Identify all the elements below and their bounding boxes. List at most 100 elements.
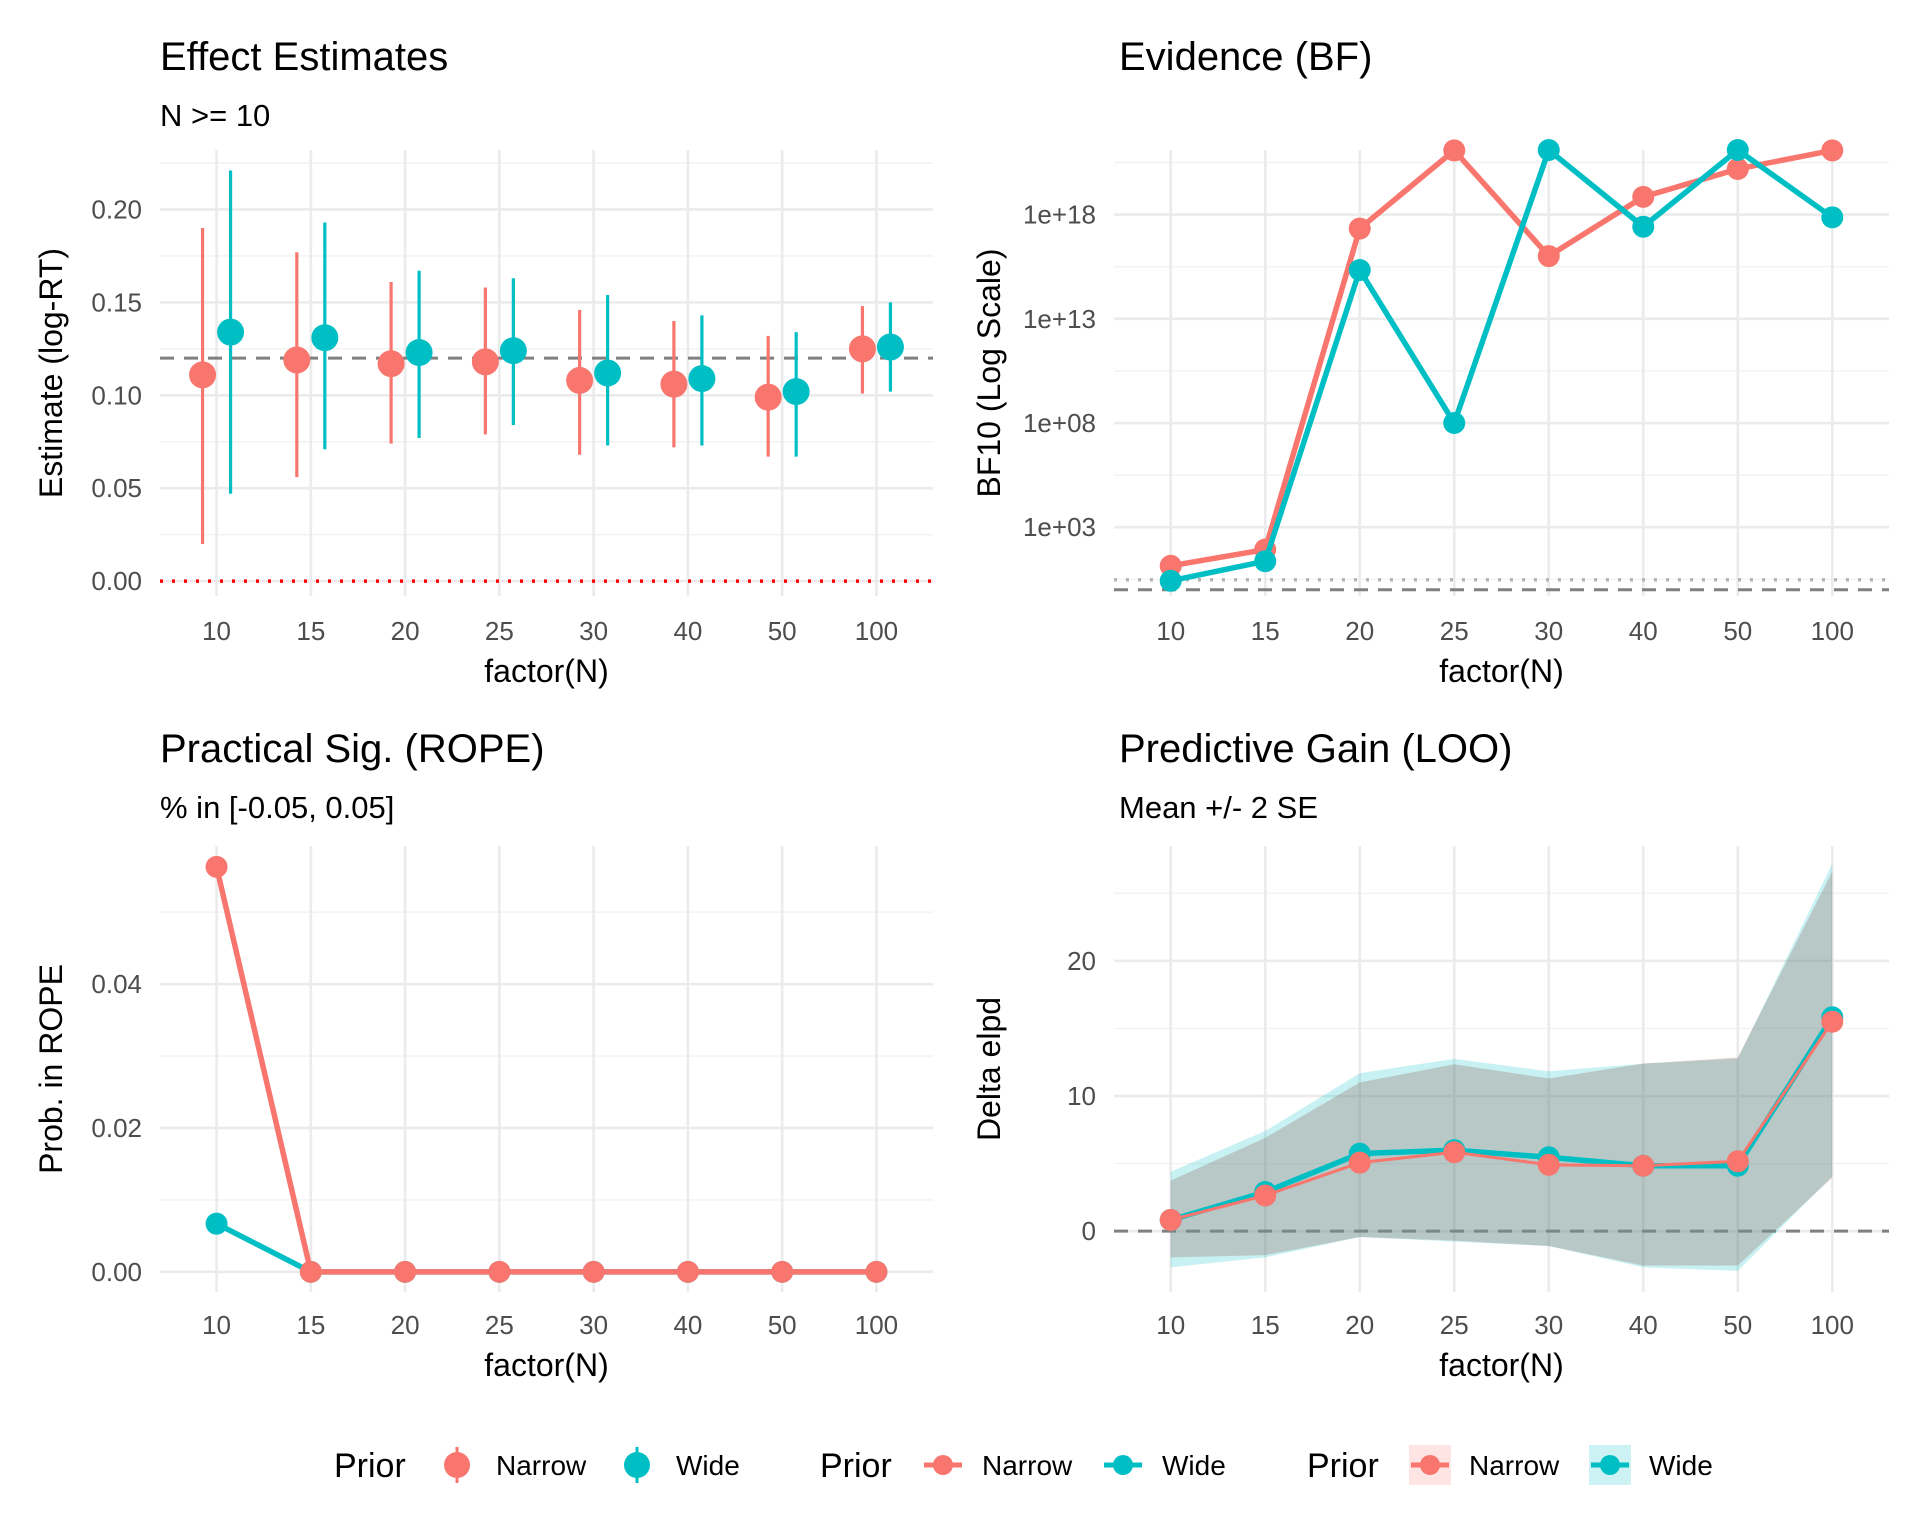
x-tick-label: 50 — [1723, 1310, 1752, 1340]
x-tick-label: 15 — [1251, 616, 1280, 646]
point — [1159, 569, 1182, 592]
series-line — [1169, 1015, 1835, 1223]
legend-label-wide: Wide — [1162, 1450, 1226, 1481]
point — [1726, 157, 1749, 180]
point — [1537, 139, 1560, 161]
legend-key-point — [444, 1452, 470, 1478]
point — [299, 1260, 322, 1283]
point — [1821, 1010, 1844, 1033]
x-tick-label: 40 — [1629, 616, 1658, 646]
legend-label-wide: Wide — [676, 1450, 740, 1481]
point — [1537, 1153, 1560, 1176]
point — [1821, 206, 1844, 229]
y-tick-label: 0 — [1082, 1216, 1096, 1246]
x-tick-label: 30 — [579, 616, 608, 646]
y-axis-title: BF10 (Log Scale) — [971, 248, 1007, 497]
grid — [160, 150, 933, 596]
legend-label-wide: Wide — [1649, 1450, 1713, 1481]
series-narrow — [1159, 1010, 1844, 1231]
series-line — [1170, 147, 1834, 584]
panel-effect: Effect Estimates N >= 10 0.00 0.05 0.10 0.15 0… — [33, 35, 933, 689]
point — [754, 383, 782, 411]
y-tick-label: 1e+03 — [1023, 512, 1096, 542]
point — [394, 1260, 417, 1283]
grid — [1114, 150, 1889, 596]
x-tick-label: 40 — [1629, 1310, 1658, 1340]
x-tick-label: 30 — [1534, 1310, 1563, 1340]
legend-key-narrow — [1409, 1445, 1451, 1485]
point — [582, 1260, 605, 1283]
point — [283, 346, 311, 374]
x-tick-label: 25 — [1440, 1310, 1469, 1340]
x-tick-label: 15 — [296, 616, 325, 646]
x-tick-label: 30 — [1534, 616, 1563, 646]
point — [1443, 139, 1466, 162]
series-line — [1170, 1020, 1834, 1222]
point — [865, 1260, 888, 1283]
x-tick-label: 20 — [391, 1310, 420, 1340]
point — [1632, 215, 1655, 238]
chart-title: Predictive Gain (LOO) — [1119, 727, 1512, 771]
x-tick-label: 15 — [1251, 1310, 1280, 1340]
x-tick-label: 25 — [1440, 616, 1469, 646]
x-axis-title: factor(N) — [484, 1347, 608, 1383]
x-tick-label: 40 — [673, 616, 702, 646]
point — [660, 370, 688, 398]
point — [1254, 550, 1277, 573]
x-tick-label: 30 — [579, 1310, 608, 1340]
y-axis-title: Prob. in ROPE — [33, 964, 69, 1174]
x-tick-label: 10 — [1156, 1310, 1185, 1340]
x-axis-title: factor(N) — [1439, 1347, 1563, 1383]
chart-title: Practical Sig. (ROPE) — [160, 727, 545, 771]
legend-key-wide — [1104, 1455, 1142, 1475]
legend-title: Prior — [334, 1447, 406, 1485]
point — [594, 359, 622, 387]
point — [405, 339, 433, 367]
x-tick-label: 10 — [1156, 616, 1185, 646]
y-tick-label: 0.05 — [91, 473, 142, 503]
x-tick-label: 100 — [1811, 1310, 1854, 1340]
x-axis-title: factor(N) — [1439, 653, 1563, 689]
point — [499, 337, 527, 365]
y-tick-label: 0.00 — [91, 566, 142, 596]
y-axis-title: Estimate (log-RT) — [33, 248, 69, 498]
point — [311, 324, 339, 352]
point — [1726, 1150, 1749, 1173]
series-wide — [1159, 139, 1844, 592]
point — [1632, 1154, 1655, 1177]
series-narrow — [1159, 139, 1844, 577]
chart-subtitle: N >= 10 — [160, 98, 270, 133]
legend-key-wide — [624, 1447, 650, 1483]
point — [688, 365, 716, 393]
ribbon-wide — [1170, 863, 1833, 1271]
legend-key-point — [1420, 1455, 1440, 1475]
point — [1348, 1151, 1371, 1174]
y-tick-label: 1e+13 — [1023, 304, 1096, 334]
x-tick-label: 25 — [485, 1310, 514, 1340]
point — [1348, 217, 1371, 240]
legend-title: Prior — [1307, 1447, 1379, 1485]
x-tick-label: 10 — [202, 616, 231, 646]
legend-label-narrow: Narrow — [1469, 1450, 1560, 1481]
y-tick-label: 0.10 — [91, 380, 142, 410]
y-tick-label: 0.20 — [91, 194, 142, 224]
x-tick-label: 20 — [1345, 1310, 1374, 1340]
point — [1254, 1184, 1277, 1207]
point — [1348, 259, 1371, 282]
point — [1632, 185, 1655, 208]
legend-label-narrow: Narrow — [982, 1450, 1073, 1481]
legend-title: Prior — [820, 1447, 892, 1485]
legend-key-point — [624, 1452, 650, 1478]
x-axis-title: factor(N) — [484, 653, 608, 689]
x-tick-label: 40 — [673, 1310, 702, 1340]
point — [488, 1260, 511, 1283]
series-wide — [217, 170, 904, 494]
x-tick-label: 100 — [1811, 616, 1854, 646]
legend-label-narrow: Narrow — [496, 1450, 587, 1481]
legend-key-wide — [1589, 1445, 1631, 1485]
legend-key-narrow — [444, 1447, 470, 1483]
point — [876, 333, 904, 361]
legend-group-line-point: Prior Narrow Wide — [820, 1447, 1226, 1485]
chart-subtitle: Mean +/- 2 SE — [1119, 790, 1318, 825]
chart-subtitle: % in [-0.05, 0.05] — [160, 790, 394, 825]
